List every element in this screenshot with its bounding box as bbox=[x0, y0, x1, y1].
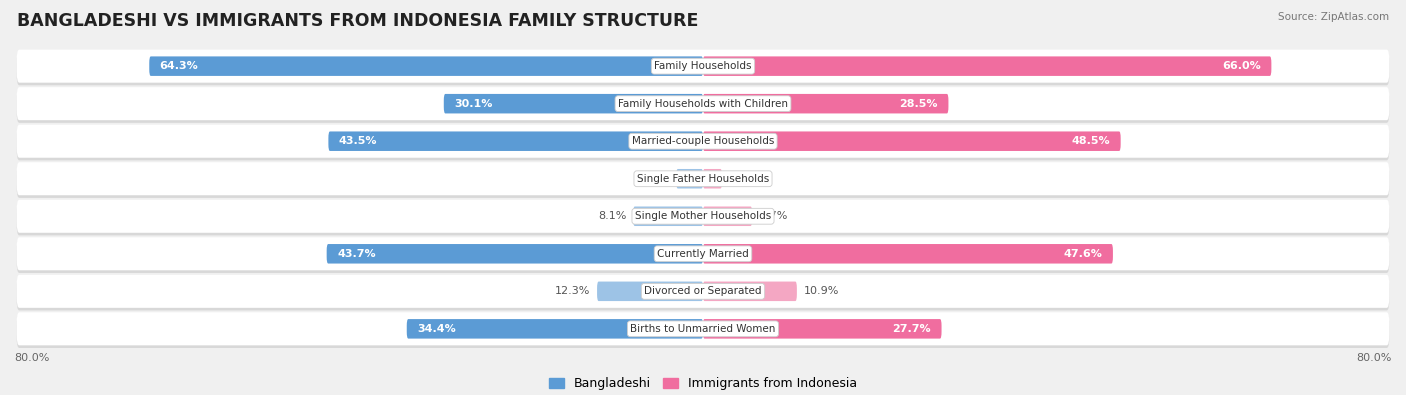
Text: Currently Married: Currently Married bbox=[657, 249, 749, 259]
Text: 43.5%: 43.5% bbox=[339, 136, 377, 146]
FancyBboxPatch shape bbox=[17, 312, 1389, 345]
FancyBboxPatch shape bbox=[149, 56, 703, 76]
FancyBboxPatch shape bbox=[17, 237, 1389, 270]
Text: 80.0%: 80.0% bbox=[14, 353, 49, 363]
FancyBboxPatch shape bbox=[703, 244, 1114, 263]
Text: Births to Unmarried Women: Births to Unmarried Women bbox=[630, 324, 776, 334]
Text: 43.7%: 43.7% bbox=[337, 249, 375, 259]
FancyBboxPatch shape bbox=[703, 132, 1121, 151]
Text: Single Mother Households: Single Mother Households bbox=[636, 211, 770, 221]
Legend: Bangladeshi, Immigrants from Indonesia: Bangladeshi, Immigrants from Indonesia bbox=[544, 372, 862, 395]
FancyBboxPatch shape bbox=[329, 132, 703, 151]
FancyBboxPatch shape bbox=[406, 319, 703, 339]
FancyBboxPatch shape bbox=[17, 277, 1389, 310]
FancyBboxPatch shape bbox=[703, 56, 1271, 76]
Text: 5.7%: 5.7% bbox=[759, 211, 787, 221]
FancyBboxPatch shape bbox=[703, 169, 721, 188]
Text: Divorced or Separated: Divorced or Separated bbox=[644, 286, 762, 296]
FancyBboxPatch shape bbox=[326, 244, 703, 263]
FancyBboxPatch shape bbox=[17, 240, 1389, 273]
Text: 10.9%: 10.9% bbox=[804, 286, 839, 296]
FancyBboxPatch shape bbox=[598, 282, 703, 301]
FancyBboxPatch shape bbox=[17, 125, 1389, 158]
FancyBboxPatch shape bbox=[676, 169, 703, 188]
Text: Family Households with Children: Family Households with Children bbox=[619, 99, 787, 109]
Text: 30.1%: 30.1% bbox=[454, 99, 492, 109]
Text: 2.2%: 2.2% bbox=[728, 174, 758, 184]
Text: 27.7%: 27.7% bbox=[893, 324, 931, 334]
FancyBboxPatch shape bbox=[703, 319, 942, 339]
Text: 80.0%: 80.0% bbox=[1357, 353, 1392, 363]
Text: 8.1%: 8.1% bbox=[598, 211, 626, 221]
Text: Source: ZipAtlas.com: Source: ZipAtlas.com bbox=[1278, 12, 1389, 22]
FancyBboxPatch shape bbox=[17, 52, 1389, 85]
FancyBboxPatch shape bbox=[17, 275, 1389, 308]
Text: 66.0%: 66.0% bbox=[1222, 61, 1261, 71]
Text: 47.6%: 47.6% bbox=[1064, 249, 1102, 259]
Text: 34.4%: 34.4% bbox=[418, 324, 456, 334]
Text: 12.3%: 12.3% bbox=[555, 286, 591, 296]
FancyBboxPatch shape bbox=[17, 127, 1389, 160]
Text: 3.1%: 3.1% bbox=[641, 174, 669, 184]
Text: Family Households: Family Households bbox=[654, 61, 752, 71]
FancyBboxPatch shape bbox=[17, 90, 1389, 123]
FancyBboxPatch shape bbox=[703, 207, 752, 226]
Text: BANGLADESHI VS IMMIGRANTS FROM INDONESIA FAMILY STRUCTURE: BANGLADESHI VS IMMIGRANTS FROM INDONESIA… bbox=[17, 12, 699, 30]
FancyBboxPatch shape bbox=[17, 50, 1389, 83]
Text: 48.5%: 48.5% bbox=[1071, 136, 1111, 146]
FancyBboxPatch shape bbox=[703, 94, 949, 113]
FancyBboxPatch shape bbox=[17, 87, 1389, 120]
Text: 28.5%: 28.5% bbox=[900, 99, 938, 109]
FancyBboxPatch shape bbox=[17, 202, 1389, 235]
Text: 64.3%: 64.3% bbox=[160, 61, 198, 71]
FancyBboxPatch shape bbox=[633, 207, 703, 226]
FancyBboxPatch shape bbox=[17, 165, 1389, 198]
Text: Married-couple Households: Married-couple Households bbox=[631, 136, 775, 146]
FancyBboxPatch shape bbox=[17, 315, 1389, 348]
FancyBboxPatch shape bbox=[17, 162, 1389, 195]
FancyBboxPatch shape bbox=[703, 282, 797, 301]
FancyBboxPatch shape bbox=[17, 200, 1389, 233]
Text: Single Father Households: Single Father Households bbox=[637, 174, 769, 184]
FancyBboxPatch shape bbox=[444, 94, 703, 113]
